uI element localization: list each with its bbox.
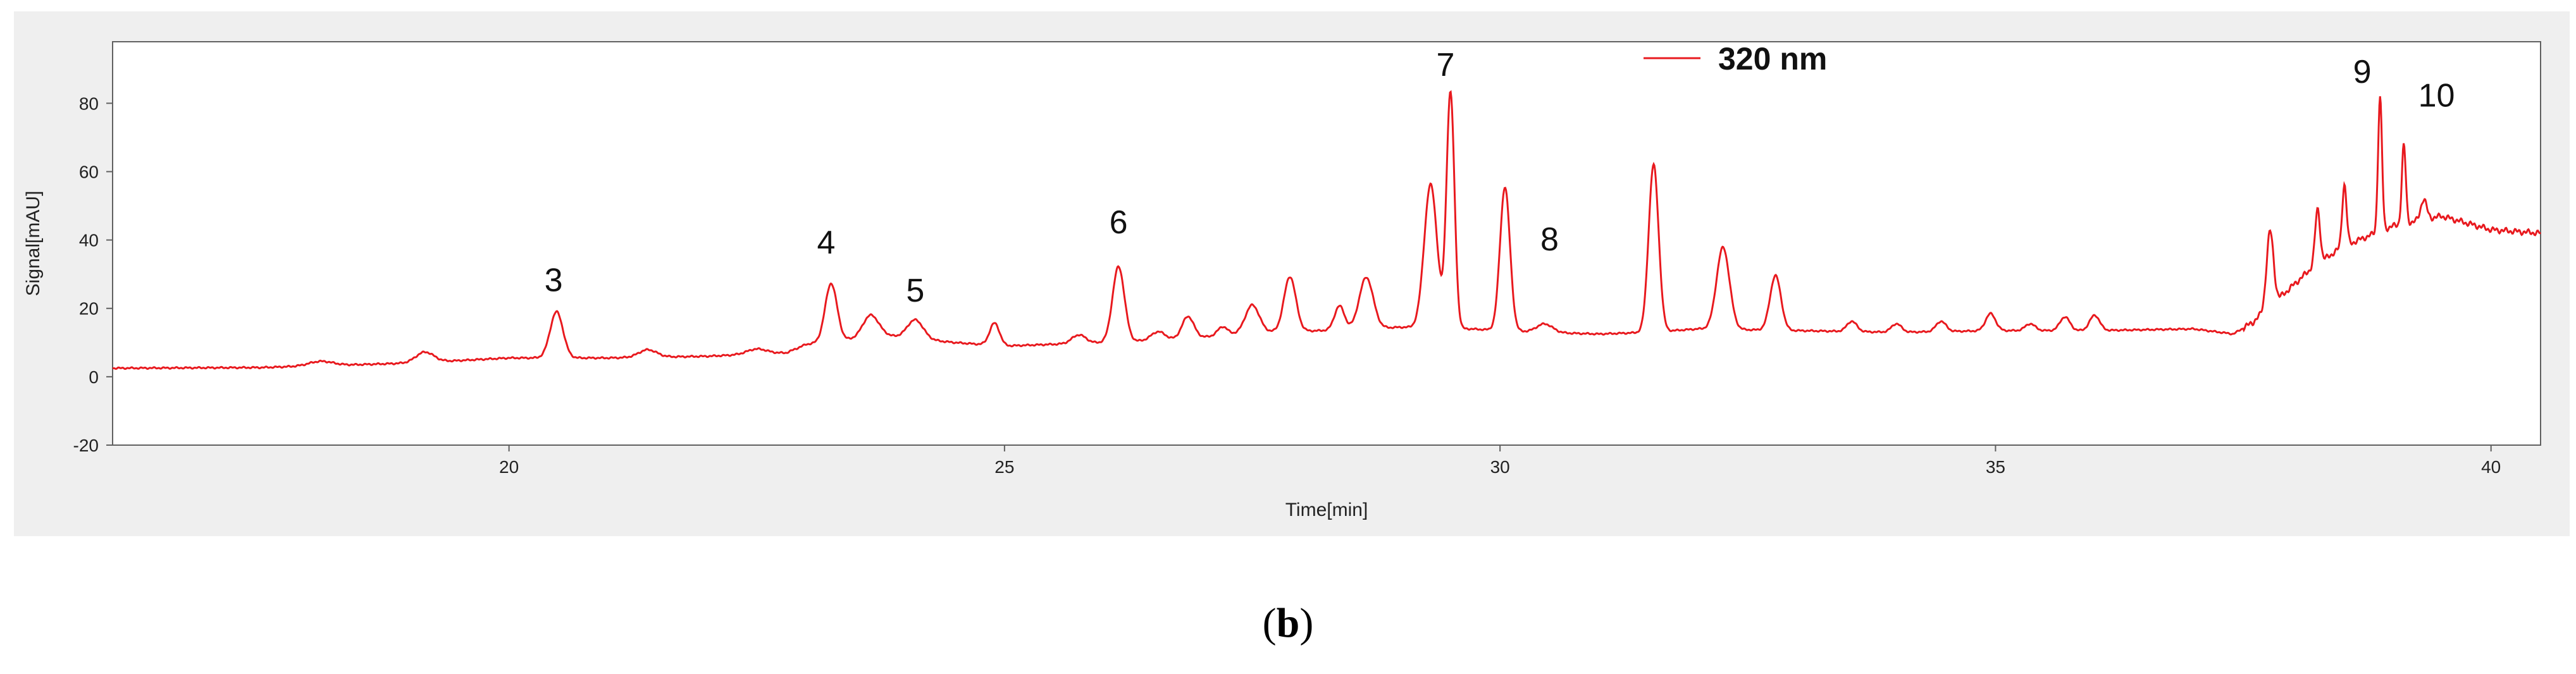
- peak-annotations: 3 4 5 6 7 8 9 10: [545, 47, 2455, 309]
- x-tick-label: 35: [1986, 457, 2005, 477]
- panel-label: (b): [0, 599, 2576, 647]
- x-axis: 20 25 30 35 40: [499, 445, 2501, 477]
- x-axis-title: Time[min]: [1285, 499, 1368, 520]
- y-tick-label: 80: [79, 94, 99, 113]
- panel-paren-open: (: [1262, 600, 1277, 646]
- peak-label: 9: [2353, 54, 2372, 90]
- x-tick-label: 30: [1490, 457, 1510, 477]
- y-axis: -20 0 20 40 60 80: [73, 94, 113, 455]
- x-tick-label: 25: [994, 457, 1014, 477]
- peak-label: 5: [906, 273, 924, 309]
- legend: 320 nm: [1644, 41, 1827, 77]
- peak-label: 10: [2418, 78, 2455, 114]
- legend-label: 320 nm: [1718, 41, 1827, 77]
- y-tick-label: 20: [79, 299, 99, 319]
- y-tick-label: 40: [79, 231, 99, 250]
- y-tick-label: 0: [89, 367, 99, 387]
- series-line-320nm: [112, 90, 2542, 371]
- peak-label: 8: [1540, 221, 1559, 258]
- x-tick-label: 40: [2481, 457, 2501, 477]
- peak-label: 6: [1110, 204, 1128, 241]
- peak-label: 4: [817, 224, 835, 261]
- plot-area: [112, 41, 2541, 446]
- peak-label: 3: [545, 262, 563, 299]
- y-axis-title: Signal[mAU]: [23, 191, 44, 297]
- y-tick-label: 60: [79, 162, 99, 181]
- panel-letter: b: [1276, 600, 1300, 646]
- x-tick-label: 20: [499, 457, 519, 477]
- chromatogram-chart: -20 0 20 40 60 80 20 25 30 35 40 3 4 5 6 7 8 9 10 320 nm…: [14, 11, 2570, 536]
- peak-label: 7: [1437, 47, 1455, 83]
- panel-paren-close: ): [1299, 600, 1314, 646]
- y-tick-label: -20: [73, 436, 99, 455]
